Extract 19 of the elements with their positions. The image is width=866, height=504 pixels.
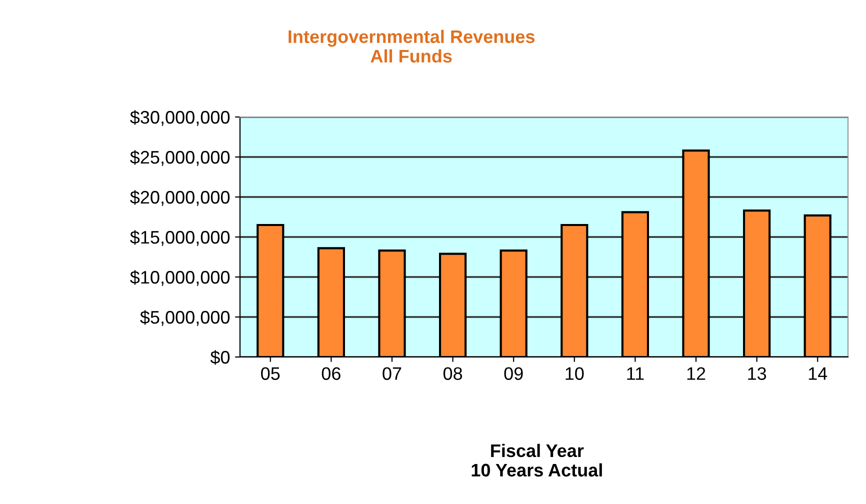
x-tick-label: 06 [322, 367, 340, 380]
y-tick-label: $25,000,000 [130, 150, 230, 166]
x-tick-label: 05 [261, 367, 280, 380]
y-tick-label: $5,000,000 [140, 310, 230, 326]
chart-title: Intergovernmental Revenues All Funds [288, 30, 535, 63]
y-tick-label: $10,000,000 [130, 270, 230, 286]
x-tick-label: 09 [504, 367, 523, 380]
y-tick-label: $20,000,000 [130, 190, 230, 206]
x-tick-label: 14 [808, 367, 828, 380]
x-tick-label: 11 [627, 367, 644, 380]
y-tick-label: $30,000,000 [130, 110, 230, 126]
x-tick-label: 10 [566, 367, 584, 380]
x-axis-title: Fiscal Year 10 Years Actual [472, 444, 602, 477]
x-tick-label: 07 [382, 367, 402, 380]
y-tick-label: $0 [210, 350, 230, 365]
x-tick-label: 12 [687, 367, 706, 380]
x-tick-label: 13 [748, 367, 766, 380]
y-tick-label: $15,000,000 [130, 230, 230, 246]
x-tick-label: 08 [443, 367, 462, 380]
